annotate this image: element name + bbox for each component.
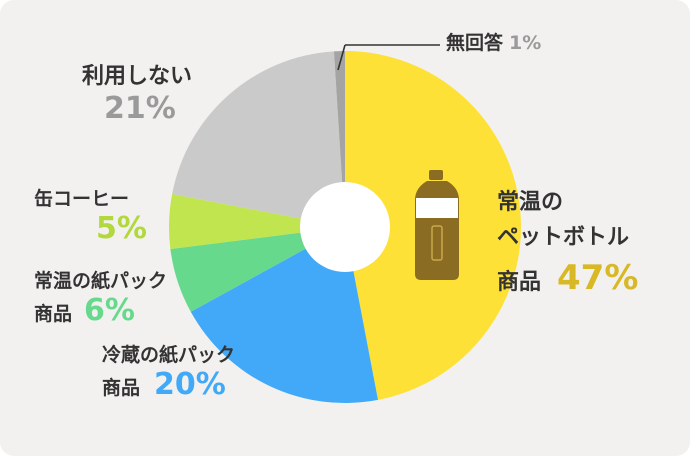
label-ambient: 常温の紙パック 商品 6% (34, 270, 167, 330)
pct-can: 5% (96, 211, 147, 247)
label-chilled-line1: 冷蔵の紙パック (102, 344, 236, 366)
slice-chilled (190, 227, 378, 403)
label-none: 利用しない 21% (82, 64, 192, 127)
label-pet: 常温の ペットボトル 商品 47% (497, 190, 638, 299)
label-chilled-line2: 商品 (102, 377, 141, 400)
label-none-line1: 利用しない (82, 64, 193, 89)
pct-none: 21% (104, 90, 176, 126)
label-noans: 無回答 1% (446, 32, 541, 55)
label-can: 缶コーヒー 5% (34, 188, 147, 248)
leader-line-noans (337, 44, 346, 71)
label-can-line1: 缶コーヒー (34, 188, 130, 210)
pct-noans: 1% (509, 32, 542, 54)
pct-chilled: 20% (154, 367, 226, 403)
pct-pet: 47% (557, 257, 639, 298)
label-ambient-line1: 常温の紙パック (34, 270, 168, 292)
label-pet-line1: 常温の (497, 190, 564, 215)
pct-ambient: 6% (84, 293, 135, 329)
label-pet-line3: 商品 (497, 269, 542, 295)
label-ambient-line2: 商品 (34, 303, 73, 326)
slice-can (169, 194, 345, 250)
slice-none (172, 51, 345, 227)
pet-bottle-icon (415, 170, 459, 280)
label-noans-line1: 無回答 (446, 32, 504, 54)
label-chilled: 冷蔵の紙パック 商品 20% (102, 344, 235, 404)
slice-ambient (170, 227, 345, 312)
label-pet-line2: ペットボトル (497, 224, 630, 250)
donut-hole (300, 182, 390, 272)
